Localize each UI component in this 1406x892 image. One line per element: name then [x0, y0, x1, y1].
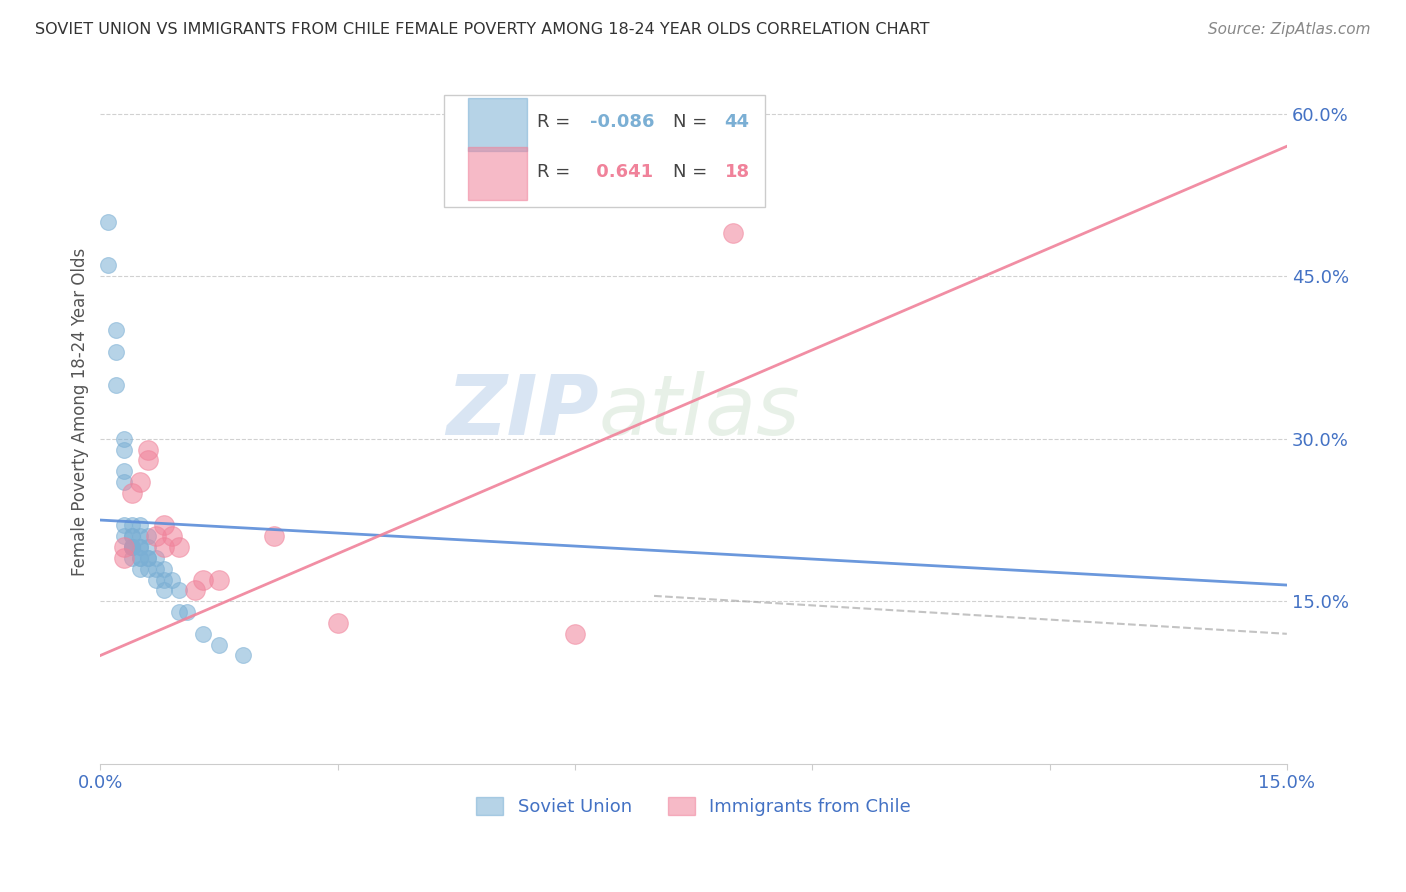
Point — [129, 551, 152, 566]
Text: atlas: atlas — [599, 371, 800, 452]
Point — [193, 573, 215, 587]
Point — [193, 627, 215, 641]
Point — [112, 475, 135, 490]
Point — [112, 540, 135, 554]
Point — [129, 518, 152, 533]
Point — [136, 551, 159, 566]
Point — [136, 562, 159, 576]
Point — [121, 529, 143, 543]
Point — [208, 638, 231, 652]
Point — [129, 540, 152, 554]
Point — [564, 627, 586, 641]
Point — [721, 226, 744, 240]
Text: Source: ZipAtlas.com: Source: ZipAtlas.com — [1208, 22, 1371, 37]
Point — [145, 551, 167, 566]
Point — [145, 573, 167, 587]
Point — [145, 562, 167, 576]
Point — [121, 540, 143, 554]
Point — [129, 475, 152, 490]
Point — [136, 453, 159, 467]
Text: 18: 18 — [724, 162, 749, 181]
Point — [326, 615, 349, 630]
Point — [129, 562, 152, 576]
Text: N =: N = — [673, 162, 713, 181]
Point — [169, 605, 191, 619]
Text: ZIP: ZIP — [446, 371, 599, 452]
Text: -0.086: -0.086 — [591, 113, 655, 131]
Point — [121, 518, 143, 533]
Point — [121, 529, 143, 543]
Point — [184, 583, 207, 598]
Point — [129, 529, 152, 543]
Point — [169, 583, 191, 598]
FancyBboxPatch shape — [468, 147, 527, 200]
Point — [136, 551, 159, 566]
Point — [121, 540, 143, 554]
FancyBboxPatch shape — [444, 95, 765, 208]
Point — [121, 540, 143, 554]
Point — [176, 605, 198, 619]
Text: 44: 44 — [724, 113, 749, 131]
Point — [152, 562, 174, 576]
Point — [105, 323, 128, 337]
Text: R =: R = — [537, 113, 576, 131]
Point — [152, 573, 174, 587]
Point — [152, 518, 174, 533]
Point — [112, 442, 135, 457]
Point — [160, 529, 183, 543]
Y-axis label: Female Poverty Among 18-24 Year Olds: Female Poverty Among 18-24 Year Olds — [72, 248, 89, 576]
Point — [129, 551, 152, 566]
Point — [152, 583, 174, 598]
Text: N =: N = — [673, 113, 713, 131]
Point — [112, 432, 135, 446]
Point — [129, 540, 152, 554]
Legend: Soviet Union, Immigrants from Chile: Soviet Union, Immigrants from Chile — [467, 788, 920, 825]
Point — [105, 377, 128, 392]
Point — [97, 215, 120, 229]
Point — [121, 540, 143, 554]
Point — [145, 529, 167, 543]
Point — [112, 464, 135, 478]
Point — [263, 529, 285, 543]
Point — [97, 259, 120, 273]
Text: 0.641: 0.641 — [591, 162, 654, 181]
Point — [112, 529, 135, 543]
Point — [160, 573, 183, 587]
Text: SOVIET UNION VS IMMIGRANTS FROM CHILE FEMALE POVERTY AMONG 18-24 YEAR OLDS CORRE: SOVIET UNION VS IMMIGRANTS FROM CHILE FE… — [35, 22, 929, 37]
Point — [208, 573, 231, 587]
Point — [152, 540, 174, 554]
Point — [136, 540, 159, 554]
Point — [232, 648, 254, 663]
Point — [169, 540, 191, 554]
Point — [112, 551, 135, 566]
Point — [105, 345, 128, 359]
FancyBboxPatch shape — [468, 98, 527, 151]
Text: R =: R = — [537, 162, 576, 181]
Point — [112, 518, 135, 533]
Point — [136, 529, 159, 543]
Point — [121, 551, 143, 566]
Point — [136, 442, 159, 457]
Point — [121, 486, 143, 500]
